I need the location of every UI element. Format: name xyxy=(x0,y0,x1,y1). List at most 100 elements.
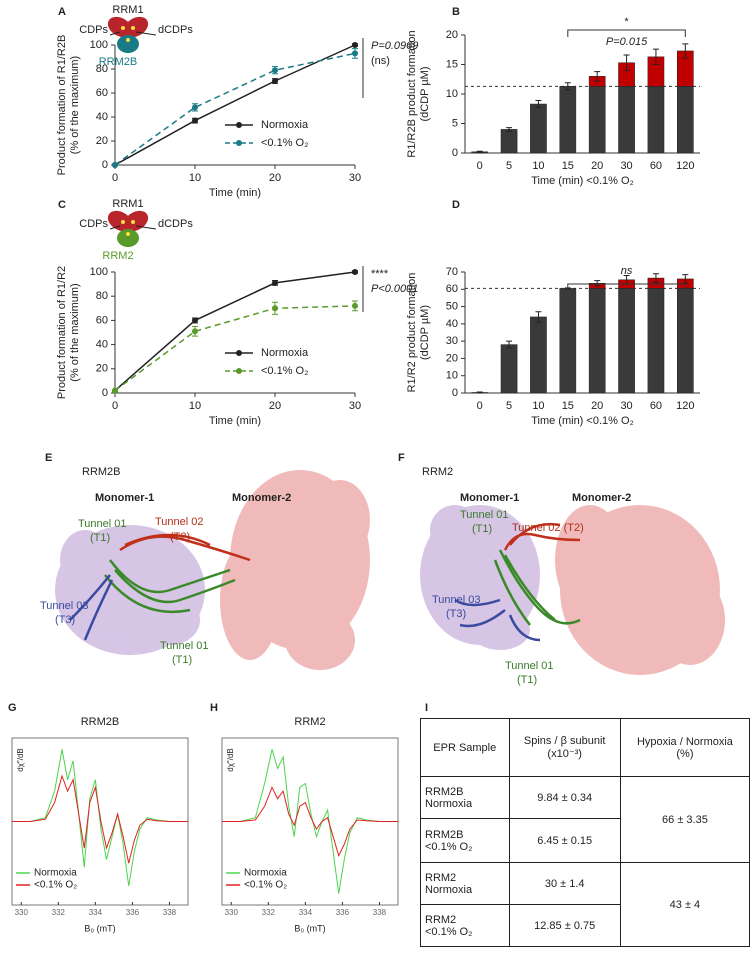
y-tick-label: 0 xyxy=(452,387,458,399)
error-bar xyxy=(652,273,659,283)
annotation: ns xyxy=(621,265,633,277)
arrow xyxy=(109,225,121,230)
diagram-label: RRM2 xyxy=(102,250,133,262)
tunnel-label: Tunnel 01 xyxy=(460,509,509,521)
panel-label: B xyxy=(452,6,460,18)
monomer-label: Monomer-1 xyxy=(460,492,519,504)
annotation: P=0.015 xyxy=(606,36,648,48)
x-axis-label: Time (min) <0.1% O₂ xyxy=(531,175,634,187)
x-tick-label: 15 xyxy=(562,400,574,412)
bar xyxy=(500,129,518,154)
site xyxy=(121,220,125,224)
x-tick-label: 336 xyxy=(126,908,140,917)
x-tick-label: 60 xyxy=(650,160,662,172)
table-row: RRM2 <0.1% O₂ 12.85 ± 0.75 xyxy=(420,904,750,947)
x-tick-label: 332 xyxy=(52,908,66,917)
legend-label: Normoxia xyxy=(261,347,309,359)
error-bar xyxy=(535,311,542,323)
table-row: RRM2B Normoxia 9.84 ± 0.34 66 ± 3.35 xyxy=(420,776,751,863)
bar xyxy=(500,344,518,394)
cell-text: 43 ± 4 xyxy=(669,898,701,911)
x-tick-label: 5 xyxy=(506,400,512,412)
y-axis-label: (dCDP µM) xyxy=(419,66,431,121)
x-tick-label: 332 xyxy=(262,908,276,917)
x-tick-label: 60 xyxy=(650,400,662,412)
bar xyxy=(618,86,635,154)
error-bar xyxy=(535,99,542,109)
legend-label: Normoxia xyxy=(34,868,77,879)
x-axis-label: B₀ (mT) xyxy=(294,923,325,933)
y-tick-label: 80 xyxy=(96,63,108,75)
cell-text: 12.85 ± 0.75 xyxy=(534,919,596,932)
tunnel-label: Tunnel 02 (T2) xyxy=(512,522,584,534)
header-cell: EPR Sample xyxy=(420,718,510,777)
bar xyxy=(676,86,694,154)
y-tick-label: 10 xyxy=(446,88,458,100)
y-tick-label: 100 xyxy=(90,266,108,278)
data-point xyxy=(272,78,278,84)
cell-text: 30 ± 1.4 xyxy=(544,877,585,890)
tunnels-e xyxy=(69,533,251,641)
diagram-label: dCDPs xyxy=(158,24,193,36)
structure-e: E RRM2B Monomer-1 Monomer-2 Tunnel 01 (T… xyxy=(40,452,370,670)
bar xyxy=(676,288,694,394)
cell-text: RRM2 xyxy=(425,913,457,926)
diagram-label: dCDPs xyxy=(158,218,193,230)
data-point xyxy=(112,387,118,394)
rrm2-shape xyxy=(117,229,139,247)
chart-title: RRM2B xyxy=(81,716,120,728)
y-tick-label: 15 xyxy=(446,58,458,70)
y-tick-label: 60 xyxy=(446,283,458,295)
arrow xyxy=(135,31,157,36)
rrm2-shape xyxy=(117,35,139,53)
annotation: P<0.0001 xyxy=(371,283,418,295)
x-axis-label: B₀ (mT) xyxy=(84,923,115,933)
panel-label: F xyxy=(398,452,405,464)
x-axis-label: Time (min) xyxy=(209,187,261,199)
data-point xyxy=(272,67,278,74)
y-tick-label: 40 xyxy=(446,318,458,330)
y-tick-label: 40 xyxy=(96,111,108,123)
x-tick-label: 10 xyxy=(189,400,201,412)
legend-label: <0.1% O₂ xyxy=(34,880,77,891)
structure-title: RRM2B xyxy=(82,466,121,478)
table-header: EPR Sample Spins / β subunit (x10⁻³) Hypo… xyxy=(420,718,751,777)
monomer-1-cartoon xyxy=(420,505,540,650)
y-axis-label: (% of the maximum) xyxy=(69,283,81,381)
x-tick-label: 20 xyxy=(591,160,603,172)
rrm1-shape xyxy=(123,210,149,232)
table-row: RRM2 Normoxia 30 ± 1.4 43 ± 4 xyxy=(420,862,751,947)
data-point xyxy=(352,302,358,309)
y-tick-label: 0 xyxy=(452,147,458,159)
monomer-2-cartoon xyxy=(220,470,370,670)
y-tick-label: 5 xyxy=(452,117,458,129)
legend-marker xyxy=(236,122,242,128)
x-tick-label: 10 xyxy=(532,160,544,172)
bar xyxy=(647,86,665,154)
error-bar xyxy=(623,54,630,71)
y-tick-label: 70 xyxy=(446,266,458,278)
data-point xyxy=(352,269,358,275)
cell-text: <0.1% O₂ xyxy=(425,925,473,938)
bracket xyxy=(567,283,686,291)
diagram-label: RRM2B xyxy=(99,56,138,68)
tunnel-label: Tunnel 01 xyxy=(505,660,554,672)
cell: 66 ± 3.35 xyxy=(619,776,751,863)
data-point xyxy=(192,328,198,335)
x-tick-label: 15 xyxy=(562,160,574,172)
cell-text: Normoxia xyxy=(425,797,473,810)
error-bar xyxy=(476,391,483,394)
x-tick-label: 338 xyxy=(373,908,387,917)
y-axis-label: (dCDP µM) xyxy=(419,305,431,360)
error-bar xyxy=(506,340,513,349)
y-axis-label: dχ″/dB xyxy=(16,748,25,772)
y-tick-label: 20 xyxy=(446,29,458,41)
y-axis-label: Product formation of R1/R2B xyxy=(56,35,68,176)
bar xyxy=(559,288,577,394)
cell-text: EPR Sample xyxy=(433,741,497,754)
error-bar xyxy=(652,48,659,65)
x-tick-label: 0 xyxy=(112,400,118,412)
error-bar xyxy=(594,71,601,82)
y-axis-label: R1/R2B product formation xyxy=(406,30,418,157)
y-axis-label: R1/R2 product formation xyxy=(406,273,418,393)
